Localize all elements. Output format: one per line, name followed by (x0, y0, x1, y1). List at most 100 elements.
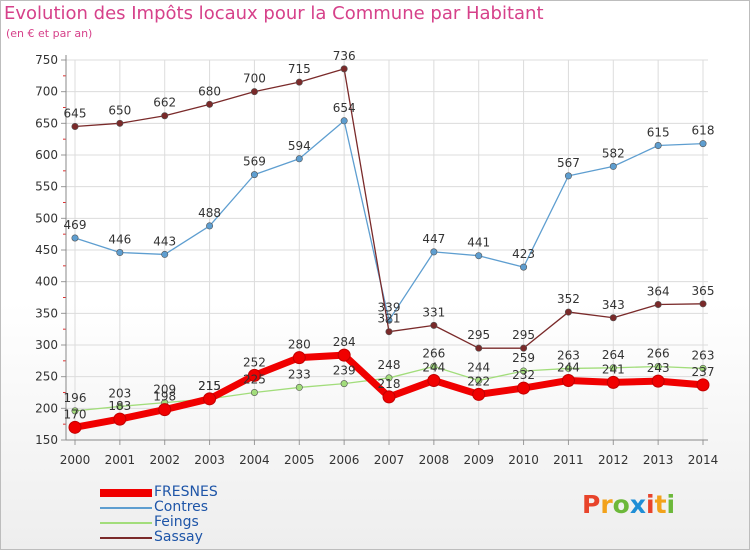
data-label-feings: 259 (512, 351, 535, 365)
data-point-sassay (609, 314, 617, 322)
data-point-contres (161, 250, 169, 258)
data-label-feings: 263 (692, 348, 715, 362)
data-label-sassay: 715 (288, 62, 311, 76)
data-label-sassay: 650 (108, 103, 131, 117)
legend-swatch (100, 537, 152, 539)
data-label-sassay: 295 (467, 328, 490, 342)
data-point-fresnes (203, 392, 217, 406)
data-label-fresnes: 232 (512, 368, 535, 382)
data-label-feings: 233 (288, 367, 311, 381)
data-label-sassay: 365 (692, 284, 715, 298)
y-tick-label: 200 (35, 401, 58, 415)
legend-swatch (100, 522, 152, 524)
x-tick-label: 2002 (149, 453, 180, 467)
data-point-fresnes (561, 373, 575, 387)
x-tick-label: 2008 (419, 453, 450, 467)
legend-label: Feings (154, 514, 199, 530)
data-label-feings: 248 (378, 358, 401, 372)
data-point-sassay (654, 300, 662, 308)
data-label-contres: 618 (692, 124, 715, 138)
data-point-feings (475, 376, 483, 384)
data-point-feings (430, 363, 438, 371)
data-point-contres (475, 252, 483, 260)
data-label-contres: 447 (422, 232, 445, 246)
data-label-fresnes: 244 (557, 360, 580, 374)
data-label-contres: 441 (467, 236, 490, 250)
data-label-contres: 423 (512, 247, 535, 261)
data-label-fresnes: 244 (422, 360, 445, 374)
x-tick-label: 2004 (239, 453, 270, 467)
data-label-sassay: 700 (243, 72, 266, 86)
data-label-fresnes: 237 (692, 365, 715, 379)
data-point-feings (71, 407, 79, 415)
x-tick-label: 2007 (374, 453, 405, 467)
data-point-feings (250, 388, 258, 396)
data-point-sassay (206, 100, 214, 108)
data-point-contres (116, 249, 124, 257)
y-tick-label: 500 (35, 211, 58, 225)
data-point-fresnes (68, 420, 82, 434)
legend-label: FRESNES (154, 484, 218, 500)
data-label-contres: 488 (198, 206, 221, 220)
data-label-feings: 209 (153, 383, 176, 397)
data-point-contres (564, 172, 572, 180)
data-point-sassay (520, 344, 528, 352)
data-label-fresnes: 241 (602, 362, 625, 376)
legend-item-feings: Feings (100, 514, 300, 531)
data-point-contres (206, 222, 214, 230)
data-point-sassay (71, 123, 79, 131)
legend-item-fresnes: FRESNES (100, 484, 300, 501)
data-point-fresnes (651, 374, 665, 388)
data-point-feings (520, 367, 528, 375)
data-point-sassay (564, 308, 572, 316)
data-point-sassay (699, 300, 707, 308)
data-point-contres (340, 117, 348, 125)
data-label-contres: 567 (557, 156, 580, 170)
data-label-sassay: 736 (333, 49, 356, 63)
data-point-fresnes (292, 351, 306, 365)
data-label-contres: 339 (378, 300, 401, 314)
x-tick-label: 2003 (194, 453, 225, 467)
data-point-contres (250, 171, 258, 179)
data-label-sassay: 680 (198, 84, 221, 98)
data-label-fresnes: 198 (153, 390, 176, 404)
data-point-fresnes (606, 375, 620, 389)
data-label-sassay: 343 (602, 298, 625, 312)
data-label-fresnes: 222 (467, 374, 490, 388)
data-point-feings (609, 364, 617, 372)
data-point-feings (564, 364, 572, 372)
y-tick-label: 650 (35, 116, 58, 130)
x-tick-label: 2005 (284, 453, 315, 467)
data-point-fresnes (472, 387, 486, 401)
data-point-contres (609, 162, 617, 170)
data-label-contres: 582 (602, 146, 625, 160)
chart-title: Evolution des Impôts locaux pour la Comm… (4, 3, 544, 24)
data-point-fresnes (696, 378, 710, 392)
y-tick-label: 350 (35, 306, 58, 320)
data-label-sassay: 321 (378, 312, 401, 326)
data-label-contres: 615 (647, 126, 670, 140)
data-label-feings: 263 (557, 348, 580, 362)
legend-label: Sassay (154, 529, 203, 545)
data-point-sassay (250, 88, 258, 96)
y-tick-label: 300 (35, 338, 58, 352)
y-tick-label: 700 (35, 85, 58, 99)
data-label-contres: 443 (153, 234, 176, 248)
data-point-contres (520, 263, 528, 271)
data-point-sassay (475, 344, 483, 352)
proxiti-logo: Proxiti (582, 490, 676, 519)
data-label-fresnes: 243 (647, 361, 670, 375)
data-label-fresnes: 170 (64, 407, 87, 421)
legend-swatch (100, 489, 152, 497)
data-label-fresnes: 280 (288, 338, 311, 352)
data-point-fresnes (113, 412, 127, 426)
data-label-feings: 266 (647, 347, 670, 361)
data-point-sassay (116, 119, 124, 127)
data-label-feings: 225 (243, 373, 266, 387)
data-point-fresnes (427, 373, 441, 387)
data-label-contres: 654 (333, 101, 356, 115)
data-point-contres (71, 234, 79, 242)
data-point-contres (654, 142, 662, 150)
x-tick-label: 2009 (463, 453, 494, 467)
